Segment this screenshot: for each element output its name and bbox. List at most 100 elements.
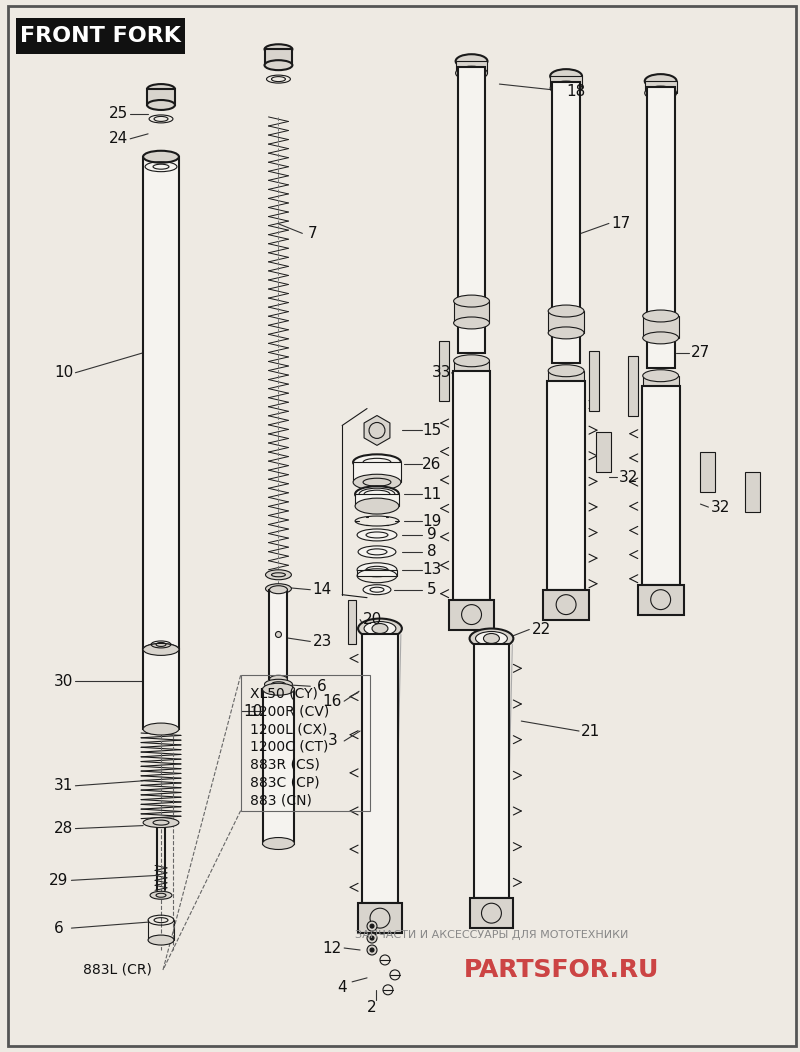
Text: 32: 32 — [619, 470, 638, 485]
Bar — [449, 600, 494, 629]
Ellipse shape — [147, 100, 175, 110]
Ellipse shape — [550, 81, 582, 95]
Ellipse shape — [355, 486, 399, 502]
Ellipse shape — [147, 84, 175, 94]
Bar — [642, 376, 678, 393]
Text: PARTSFOR.RU: PARTSFOR.RU — [463, 958, 659, 982]
Ellipse shape — [148, 935, 174, 945]
Ellipse shape — [642, 369, 678, 382]
Ellipse shape — [266, 584, 291, 593]
Bar — [454, 301, 490, 323]
Ellipse shape — [364, 622, 396, 635]
Text: 18: 18 — [566, 83, 586, 99]
Bar — [552, 82, 580, 363]
Bar — [548, 370, 584, 388]
Text: 6: 6 — [54, 920, 63, 935]
Ellipse shape — [270, 586, 287, 593]
Bar — [642, 386, 679, 585]
Ellipse shape — [143, 150, 179, 163]
Text: 12: 12 — [322, 940, 342, 955]
Bar — [642, 316, 678, 338]
Bar — [456, 61, 487, 74]
Text: 21: 21 — [582, 724, 601, 739]
Text: 1200C (CT): 1200C (CT) — [250, 740, 328, 754]
Bar — [454, 361, 490, 379]
Text: 11: 11 — [422, 487, 442, 502]
Bar — [701, 452, 715, 492]
Bar — [458, 67, 486, 352]
Ellipse shape — [270, 675, 287, 683]
Bar — [147, 89, 175, 105]
Ellipse shape — [548, 305, 584, 317]
Text: ЗАПЧАСТИ И АКСЕССУАРЫ ДЛЯ МОТОТЕХНИКИ: ЗАПЧАСТИ И АКСЕССУАРЫ ДЛЯ МОТОТЕХНИКИ — [354, 930, 628, 940]
Bar — [16, 18, 185, 55]
Text: 10: 10 — [243, 704, 262, 719]
Bar — [645, 81, 677, 93]
Ellipse shape — [548, 365, 584, 377]
Bar — [589, 350, 599, 410]
Text: 3: 3 — [327, 733, 337, 748]
Ellipse shape — [357, 529, 397, 541]
Ellipse shape — [265, 680, 292, 689]
Text: 13: 13 — [422, 562, 442, 578]
Ellipse shape — [265, 44, 292, 55]
Text: PARTSFOR.RU: PARTSFOR.RU — [463, 958, 659, 982]
Ellipse shape — [642, 387, 678, 400]
Bar — [357, 570, 397, 575]
Ellipse shape — [353, 474, 401, 490]
Ellipse shape — [642, 310, 678, 322]
Bar — [547, 381, 585, 590]
Text: 8: 8 — [427, 544, 437, 560]
Ellipse shape — [475, 631, 507, 646]
Ellipse shape — [454, 317, 490, 329]
Bar — [470, 898, 514, 928]
Text: 23: 23 — [313, 634, 332, 649]
Text: 1200L (CX): 1200L (CX) — [250, 722, 327, 736]
Bar — [438, 341, 449, 401]
Ellipse shape — [454, 355, 490, 367]
Bar — [262, 689, 294, 844]
Text: 32: 32 — [710, 500, 730, 514]
Text: 20: 20 — [362, 612, 382, 627]
Ellipse shape — [143, 644, 179, 655]
Bar — [143, 157, 179, 649]
Circle shape — [370, 936, 374, 940]
Text: 883R (CS): 883R (CS) — [250, 757, 319, 772]
Ellipse shape — [353, 454, 401, 470]
Text: 14: 14 — [313, 582, 332, 598]
Ellipse shape — [150, 891, 172, 899]
Text: 33: 33 — [432, 365, 451, 380]
Text: FRONT FORK: FRONT FORK — [20, 26, 181, 46]
Bar — [362, 634, 398, 904]
Circle shape — [367, 933, 377, 943]
Bar — [348, 600, 356, 645]
Ellipse shape — [358, 619, 402, 639]
Ellipse shape — [454, 372, 490, 385]
Text: 9: 9 — [427, 527, 437, 543]
Text: 6: 6 — [318, 679, 327, 693]
Text: 29: 29 — [49, 873, 68, 888]
Bar — [355, 494, 399, 506]
Polygon shape — [364, 416, 390, 445]
Circle shape — [370, 924, 374, 928]
Text: 5: 5 — [427, 582, 437, 598]
Text: 2: 2 — [367, 1000, 377, 1015]
Circle shape — [275, 631, 282, 638]
Text: 883C (CP): 883C (CP) — [250, 775, 319, 790]
Ellipse shape — [372, 624, 388, 633]
Ellipse shape — [483, 633, 499, 644]
Bar — [746, 472, 760, 512]
Text: 4: 4 — [338, 980, 347, 995]
Text: XL50 (CY): XL50 (CY) — [250, 686, 318, 701]
Text: 28: 28 — [54, 821, 73, 836]
Text: 24: 24 — [109, 132, 128, 146]
Text: 15: 15 — [422, 423, 442, 438]
Ellipse shape — [355, 499, 399, 514]
Bar — [265, 49, 292, 65]
Ellipse shape — [548, 327, 584, 339]
Ellipse shape — [357, 563, 397, 576]
Ellipse shape — [143, 644, 179, 655]
Bar — [270, 590, 287, 680]
Ellipse shape — [262, 837, 294, 849]
Text: 22: 22 — [531, 622, 551, 638]
